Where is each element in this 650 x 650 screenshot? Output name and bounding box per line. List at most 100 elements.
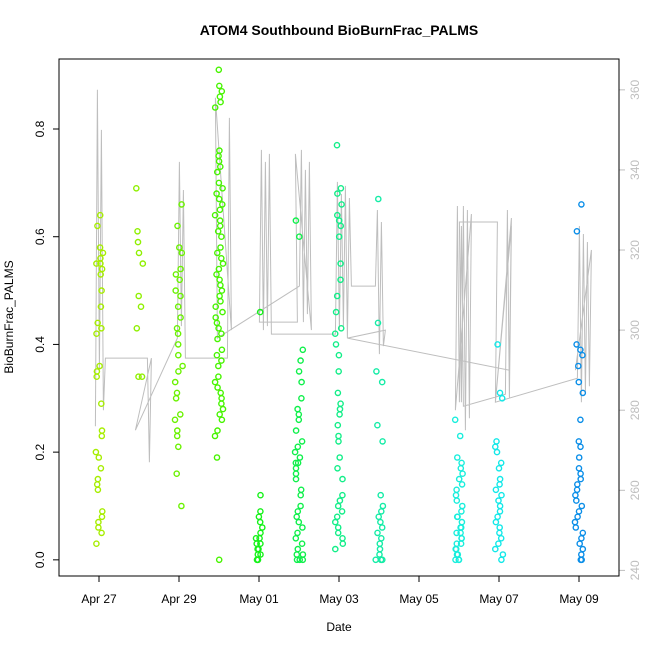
data-point	[496, 389, 504, 397]
data-point	[139, 260, 147, 267]
data-point	[257, 551, 264, 558]
data-point	[332, 341, 340, 348]
data-point	[216, 222, 224, 230]
data-point	[96, 244, 104, 251]
data-point	[98, 513, 106, 521]
data-point	[138, 373, 146, 381]
data-point	[576, 540, 584, 548]
data-point	[374, 319, 382, 327]
data-point	[373, 368, 380, 375]
data-point	[135, 249, 143, 257]
data-point	[216, 163, 224, 170]
data-point	[334, 464, 341, 472]
x-axis-label: Date	[326, 620, 352, 634]
data-point	[452, 556, 459, 564]
data-point	[454, 513, 461, 521]
data-point	[256, 518, 264, 526]
data-point	[451, 416, 459, 424]
data-point	[457, 464, 465, 472]
data-point	[337, 324, 345, 332]
data-point	[377, 556, 385, 564]
data-point	[257, 540, 264, 548]
data-point	[134, 238, 142, 246]
data-point	[578, 502, 586, 510]
data-point	[497, 459, 505, 467]
data-point	[218, 287, 226, 294]
data-point	[172, 271, 180, 278]
data-point	[211, 104, 219, 111]
y-tick-label: 0.4	[33, 336, 47, 353]
data-point	[96, 211, 104, 219]
data-point	[339, 540, 347, 548]
data-point	[379, 438, 386, 445]
altitude-line-layer	[94, 89, 592, 463]
data-point	[214, 227, 222, 235]
data-point	[333, 292, 341, 300]
y-axis-label: BioBurnFrac_PALMS	[2, 260, 16, 373]
data-point	[215, 265, 223, 273]
data-point	[456, 432, 464, 440]
data-point	[134, 227, 141, 235]
data-point	[459, 470, 466, 478]
data-point	[377, 491, 385, 499]
data-point	[95, 524, 102, 531]
data-point	[496, 481, 503, 488]
x-tick-label: Apr 27	[81, 592, 117, 606]
data-point	[335, 368, 343, 375]
y-tick-label: 0.8	[33, 120, 47, 137]
data-point	[174, 222, 181, 230]
data-point	[176, 411, 184, 418]
data-point	[298, 378, 305, 386]
data-point	[93, 540, 100, 548]
data-point	[135, 373, 142, 381]
data-point	[215, 556, 223, 564]
data-point	[335, 233, 343, 240]
data-point	[215, 373, 222, 381]
data-point	[335, 438, 342, 445]
data-point	[331, 330, 339, 338]
data-point	[498, 394, 506, 402]
data-point	[334, 421, 342, 429]
data-point	[177, 265, 184, 273]
data-point	[292, 535, 300, 542]
data-point	[215, 179, 223, 187]
data-point	[216, 206, 224, 214]
data-point	[494, 341, 501, 348]
data-point	[332, 308, 340, 316]
data-point	[331, 545, 339, 553]
data-point	[176, 276, 183, 284]
x-tick-label: May 05	[399, 592, 439, 606]
data-point	[214, 362, 222, 370]
data-point	[219, 260, 227, 267]
data-point	[291, 448, 299, 456]
data-point	[211, 378, 219, 386]
data-point	[295, 518, 303, 526]
data-point	[458, 481, 466, 488]
data-point-layer	[92, 66, 587, 564]
data-point	[178, 249, 186, 257]
data-point	[496, 529, 503, 537]
data-point	[579, 351, 586, 359]
data-point	[334, 190, 341, 197]
data-point	[333, 513, 341, 521]
data-point	[174, 330, 182, 338]
data-point	[292, 427, 300, 434]
data-point	[212, 303, 219, 311]
data-point	[338, 508, 346, 515]
data-point	[95, 454, 103, 461]
data-point	[339, 475, 346, 483]
data-point	[577, 443, 584, 451]
y2-tick-label: 320	[628, 240, 642, 260]
data-point	[455, 556, 463, 564]
data-point	[458, 508, 465, 515]
data-point	[98, 529, 105, 537]
data-point	[97, 303, 105, 311]
data-point	[497, 535, 505, 542]
data-point	[254, 556, 261, 564]
data-point	[171, 416, 179, 424]
data-point	[374, 195, 382, 203]
data-point	[337, 276, 344, 284]
data-point	[216, 411, 223, 418]
data-point	[492, 486, 500, 494]
data-point	[213, 249, 221, 257]
